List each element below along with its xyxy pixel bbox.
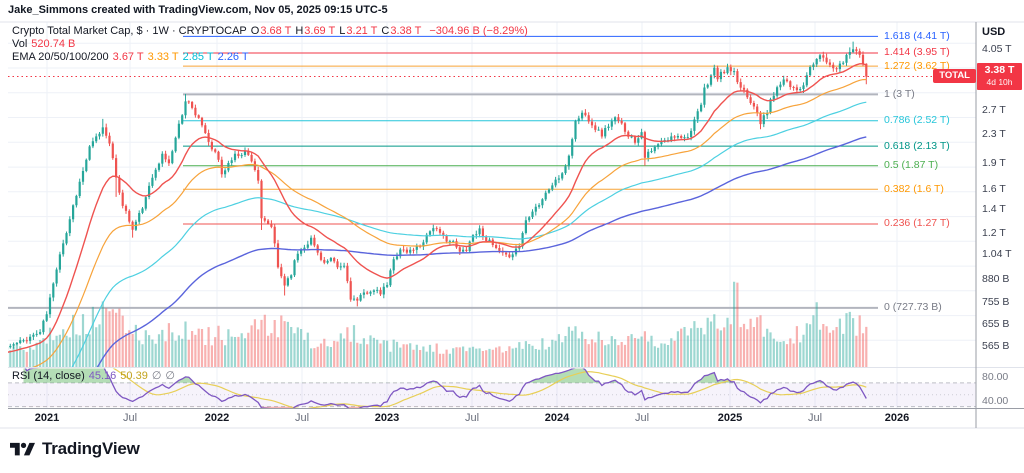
ema-20-line bbox=[8, 63, 867, 353]
time-tick-label: 2022 bbox=[204, 412, 230, 424]
tradingview-logo[interactable]: TradingView bbox=[10, 439, 140, 459]
fib-level-label[interactable]: 0.618 (2.13 T) bbox=[884, 139, 950, 152]
ema-100-line bbox=[71, 101, 867, 368]
rsi-current-value: 45.16 bbox=[88, 370, 117, 382]
ohlc-value: 3.68 T bbox=[260, 25, 292, 37]
fib-retracement-lines[interactable] bbox=[8, 35, 878, 309]
ema-200-line bbox=[96, 136, 867, 368]
fib-level-label[interactable]: 0.236 (1.27 T) bbox=[884, 217, 950, 230]
price-tick-label: 565 B bbox=[982, 340, 1010, 353]
volume-legend-row[interactable]: Vol 520.74 B bbox=[12, 38, 79, 50]
change-value: −304.96 B (−8.29%) bbox=[429, 25, 528, 37]
price-tick-label: 1.9 T bbox=[982, 157, 1006, 170]
time-tick-label: Jul bbox=[807, 412, 823, 424]
ohlc-value: 3.38 T bbox=[390, 25, 422, 37]
ohlc-values: O3.68 T H3.69 T L3.21 T C3.38 T bbox=[251, 25, 426, 37]
ema-current-value: 2.26 T bbox=[217, 51, 249, 63]
volume-value: 520.74 B bbox=[31, 38, 76, 50]
fib-level-label[interactable]: 0.786 (2.52 T) bbox=[884, 114, 950, 127]
ohlc-key: C bbox=[381, 25, 390, 37]
fib-level-label[interactable]: 1.272 (3.62 T) bbox=[884, 59, 950, 72]
time-tick-label: Jul bbox=[122, 412, 138, 424]
price-tick-label: 2.7 T bbox=[982, 104, 1006, 117]
rsi-values: 45.16 50.39 ∅ ∅ bbox=[89, 370, 179, 382]
fib-level-label[interactable]: 0.382 (1.6 T) bbox=[884, 182, 944, 195]
price-tick-label: 2.3 T bbox=[982, 128, 1006, 141]
tradingview-logo-icon bbox=[10, 442, 35, 455]
ohlc-value: 3.69 T bbox=[304, 25, 336, 37]
time-tick-label: 2026 bbox=[884, 412, 910, 424]
ema-label[interactable]: EMA 20/50/100/200 bbox=[12, 51, 109, 63]
symbol-title[interactable]: Crypto Total Market Cap, $ · 1W · CRYPTO… bbox=[12, 25, 247, 37]
tradingview-logo-text: TradingView bbox=[42, 439, 140, 458]
ema-values: 3.67 T 3.33 T 2.85 T 2.26 T bbox=[113, 51, 253, 63]
rsi-tick-label: 80.00 bbox=[982, 371, 1009, 383]
time-tick-label: 2024 bbox=[544, 412, 570, 424]
ohlc-key: H bbox=[295, 25, 304, 37]
fib-level-label[interactable]: 0.5 (1.87 T) bbox=[884, 159, 939, 172]
time-tick-label: 2023 bbox=[374, 412, 400, 424]
time-tick-label: Jul bbox=[294, 412, 310, 424]
rsi-label[interactable]: RSI (14, close) bbox=[12, 370, 85, 382]
volume-label[interactable]: Vol bbox=[12, 38, 28, 50]
rsi-current-value: ∅ bbox=[151, 370, 162, 382]
ema-current-value: 3.33 T bbox=[147, 51, 179, 63]
ema-50-line bbox=[31, 78, 867, 368]
rsi-line[interactable] bbox=[24, 365, 867, 413]
current-price-value: 3.38 T bbox=[984, 64, 1015, 77]
ohlc-key: L bbox=[339, 25, 346, 37]
price-tick-label: 755 B bbox=[982, 296, 1010, 309]
rsi-tick-label: 40.00 bbox=[982, 394, 1009, 407]
current-price-axis-label[interactable]: 3.38 T 4d 10h bbox=[977, 63, 1022, 91]
price-tick-label: 1.6 T bbox=[982, 183, 1006, 196]
time-tick-label: 2025 bbox=[717, 412, 743, 424]
price-tick-label: 880 B bbox=[982, 273, 1010, 286]
total-symbol-badge: TOTAL bbox=[933, 69, 976, 84]
fib-level-label[interactable]: 1.414 (3.95 T) bbox=[884, 46, 950, 59]
fib-level-label[interactable]: 1.618 (4.41 T) bbox=[884, 29, 950, 42]
rsi-ma-line[interactable] bbox=[24, 365, 867, 409]
fib-level-label[interactable]: 1 (3 T) bbox=[884, 87, 915, 100]
time-tick-label: 2021 bbox=[34, 412, 60, 424]
price-tick-label: 4.05 T bbox=[982, 43, 1012, 56]
price-tick-label: 655 B bbox=[982, 317, 1010, 330]
fib-level-label[interactable]: 0 (727.73 B) bbox=[884, 301, 942, 314]
time-tick-label: Jul bbox=[634, 412, 650, 424]
ema-current-value: 3.67 T bbox=[112, 51, 144, 63]
rsi-overbought-fill bbox=[23, 368, 867, 383]
ohlc-value: 3.21 T bbox=[346, 25, 378, 37]
attribution-text: Jake_Simmons created with TradingView.co… bbox=[8, 4, 388, 16]
rsi-legend-row[interactable]: RSI (14, close) 45.16 50.39 ∅ ∅ bbox=[12, 369, 183, 382]
price-tick-label: 1.4 T bbox=[982, 203, 1006, 216]
ema-lines[interactable] bbox=[7, 63, 867, 451]
ohlc-key: O bbox=[250, 25, 260, 37]
rsi-current-value: 50.39 bbox=[120, 370, 148, 382]
time-tick-label: Jul bbox=[464, 412, 480, 424]
rsi-current-value: ∅ bbox=[165, 370, 175, 382]
price-tick-label: 1.2 T bbox=[982, 226, 1006, 239]
ema-current-value: 2.85 T bbox=[182, 51, 214, 63]
pane-borders bbox=[0, 21, 1024, 429]
volume-bars[interactable] bbox=[6, 281, 868, 367]
bar-close-countdown: 4d 10h bbox=[986, 77, 1013, 88]
symbol-legend-row[interactable]: Crypto Total Market Cap, $ · 1W · CRYPTO… bbox=[12, 25, 532, 37]
price-axis-currency: USD bbox=[982, 26, 1006, 38]
price-tick-label: 1.04 T bbox=[982, 248, 1012, 261]
ema-legend-row[interactable]: EMA 20/50/100/200 3.67 T 3.33 T 2.85 T 2.26 … bbox=[12, 51, 257, 63]
